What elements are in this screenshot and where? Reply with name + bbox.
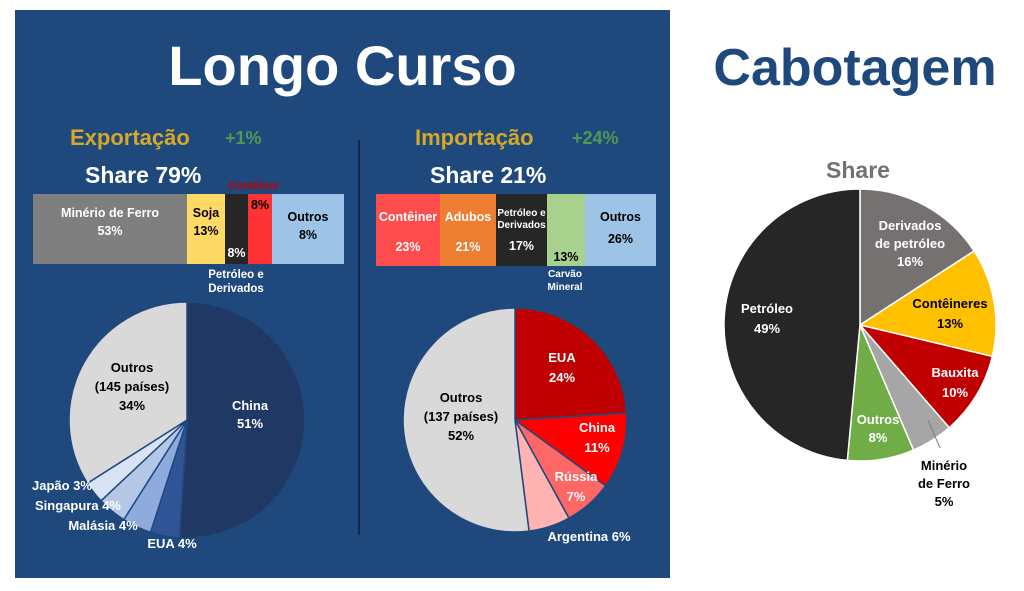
import-bar-outros-label: Outros [600,210,641,224]
importacao-share: Share 21% [430,162,547,188]
export-bar-minerio: Minério de Ferro 53% [33,194,187,264]
import-bar-conteiner-label: Contêiner [378,210,438,224]
import-origins-label-outros-137-paises: Outros (137 países) 52% [424,390,498,443]
import-bar-petroleo-label: Petróleo e Derivados [497,208,546,231]
cabotagem-share-label-minerio-de-ferro: Minério de Ferro 5% [918,458,970,509]
exportacao-growth: +1% [225,128,262,148]
import-origins-slice-eua [514,307,628,421]
cabotagem-share-slice-bauxita [857,323,994,429]
import-origins-slice-china [512,412,628,487]
import-bar-carvao: 13% [547,194,585,266]
export-bar-minerio-label: Minério de Ferro [61,206,159,220]
import-bar-outros: Outros 26% [585,194,656,266]
export-bar-outros-label: Outros [287,210,329,224]
import-carvao-label: Carvão Mineral [547,269,583,293]
import-origins-label-russia: Rússia 7% [555,469,598,504]
export-petroleo-label: Petróleo e Derivados [208,269,264,295]
cabotagem-share-slice-petroleo [723,188,861,462]
cabotagem-title: Cabotagem [713,39,997,97]
import-bar-outros-value: 26% [607,232,634,246]
import-bar-conteiner: Contêiner 23% [376,194,440,266]
export-bar-minerio-value: 53% [97,224,123,238]
export-conteiner-label: Contêiner [228,180,280,192]
export-bar-outros: Outros 8% [272,194,344,264]
cabotagem-share-label-petroleo: Petróleo 49% [741,301,793,336]
export-destinations-pie: China 51% EUA 4% Malásia 4% Singapura 4% Japã… [32,301,306,551]
cabotagem-share-label-conteineres: Contêineres 13% [912,296,987,331]
cabotagem-share-slice-conteineres [858,249,997,358]
import-bar-petroleo-value: 17% [508,239,535,253]
export-bar-petroleo-value: 8% [227,246,246,260]
export-destinations-slice-outros-145-paises [68,301,188,485]
export-destinations-label-outros-145-paises: Outros (145 países) 34% [95,360,169,413]
import-bar-adubos: Adubos 21% [440,194,496,266]
cabotagem-pie: Derivados de petróleo 16% Contêineres 13% Bau… [723,188,997,509]
import-origins-label-china: China 11% [579,420,616,455]
cabotagem-share-label-bauxita: Bauxita 10% [932,365,980,400]
export-bar-soja: Soja 13% [187,194,225,264]
export-destinations-label-malasia: Malásia 4% [68,518,138,533]
import-origins-pie: EUA 24% China 11% Rússia 7% Argentina 6% Outros… [402,307,631,544]
import-bar-petroleo: Petróleo e Derivados 17% [496,194,547,266]
exportacao-share: Share 79% [85,162,202,188]
export-bar-conteiner-value: 8% [250,198,270,212]
importacao-label: Importação [415,125,534,150]
cabotagem-minerio-leader-line [927,419,941,449]
import-bar-conteiner-value: 23% [395,240,421,254]
export-destinations-label-eua: EUA 4% [147,536,197,551]
import-origins-label-argentina: Argentina 6% [547,529,631,544]
import-origins-slice-outros-137-paises [402,307,530,533]
cabotagem-share-label-derivados-de-petroleo: Derivados de petróleo 16% [875,218,945,269]
export-bar-petroleo: 8% [225,194,248,264]
cabotagem-share-slice-derivados-de-petroleo [859,188,976,327]
import-bar-adubos-label: Adubos [444,210,492,224]
import-origins-label-eua: EUA 24% [548,350,576,385]
export-destinations-slice-china [178,301,306,539]
export-bar-soja-label: Soja [192,206,220,220]
export-destinations-label-singapura: Singapura 4% [35,498,121,513]
export-destinations-label-japao: Japão 3% [32,478,92,493]
exportacao-label: Exportação [70,125,190,150]
longo-curso-title: Longo Curso [168,34,517,97]
import-bar-adubos-value: 21% [455,240,481,254]
import-bar-carvao-value: 13% [553,250,579,264]
export-destinations-label-china: China 51% [232,398,269,431]
section-divider [358,140,360,535]
export-products-chart: Minério de Ferro 53% Soja 13% 8% 8% Outr… [33,194,344,264]
cabotagem-share-label: Share [826,157,890,183]
cabotagem-share-label-outros: Outros 8% [857,412,900,445]
importacao-growth: +24% [572,128,619,148]
import-products-chart: Contêiner 23% Adubos 21% Petróleo e Deri… [376,194,656,266]
export-bar-soja-value: 13% [193,224,219,238]
export-bar-outros-value: 8% [298,228,318,242]
export-bar-conteiner: 8% [248,194,272,264]
